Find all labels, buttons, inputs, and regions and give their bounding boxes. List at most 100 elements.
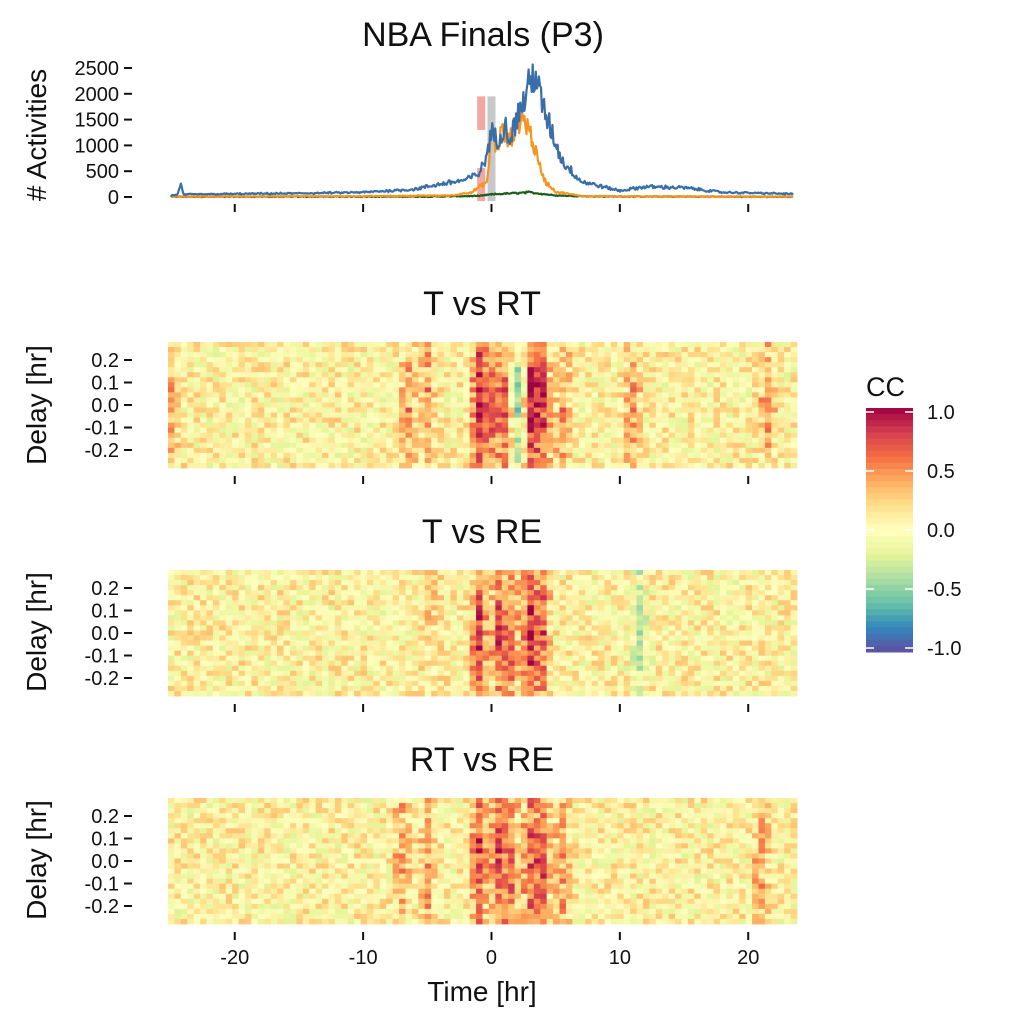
heatmap-cell bbox=[675, 457, 682, 464]
heatmap-cell bbox=[245, 675, 252, 682]
heatmap-cell bbox=[174, 690, 182, 697]
heatmap-cell bbox=[283, 377, 291, 383]
heatmap-cell bbox=[546, 600, 554, 606]
heatmap-cell bbox=[180, 402, 188, 408]
heatmap-cell bbox=[598, 347, 605, 353]
heatmap-cell bbox=[565, 615, 573, 621]
heatmap-cell bbox=[771, 362, 779, 368]
heatmap-cell bbox=[591, 620, 599, 626]
heatmap-cell bbox=[508, 457, 515, 464]
heatmap-cell bbox=[572, 402, 580, 408]
heatmap-cell bbox=[546, 650, 554, 657]
heatmap-cell bbox=[745, 352, 753, 358]
heatmap-cell bbox=[174, 585, 182, 591]
heatmap-cell bbox=[610, 397, 618, 403]
heatmap-cell bbox=[752, 620, 759, 626]
heatmap-cell bbox=[411, 372, 419, 378]
heatmap-cell bbox=[431, 640, 438, 646]
heatmap-cell bbox=[488, 367, 496, 373]
heatmap-cell bbox=[418, 585, 426, 591]
heatmap-cell bbox=[334, 417, 342, 424]
heatmap-cell bbox=[443, 665, 451, 672]
heatmap-cell bbox=[578, 690, 586, 697]
heatmap-cell bbox=[334, 402, 342, 408]
heatmap-cell bbox=[386, 690, 394, 697]
heatmap-cell bbox=[431, 670, 438, 677]
heatmap-cell bbox=[277, 575, 284, 581]
heatmap-cell bbox=[752, 600, 759, 606]
heatmap-cell bbox=[386, 427, 394, 434]
heatmap-cell bbox=[482, 357, 490, 363]
heatmap-cell bbox=[418, 595, 426, 601]
heatmap-cell bbox=[347, 655, 355, 662]
heatmap-cell bbox=[662, 427, 670, 434]
heatmap-cell bbox=[334, 357, 342, 363]
heatmap-cell bbox=[257, 352, 265, 358]
heatmap-cell bbox=[752, 452, 759, 459]
heatmap-cell bbox=[443, 680, 451, 687]
heatmap-cell bbox=[668, 347, 676, 353]
heatmap-cell bbox=[373, 675, 381, 682]
heatmap-cell bbox=[732, 630, 740, 636]
heatmap-cell bbox=[623, 342, 631, 348]
heatmap-cell bbox=[296, 585, 304, 591]
heatmap-cell bbox=[687, 685, 695, 692]
heatmap-cell bbox=[411, 670, 419, 677]
heatmap-cell bbox=[174, 610, 182, 616]
heatmap-cell bbox=[379, 402, 387, 408]
heatmap-cell bbox=[245, 357, 252, 363]
heatmap-cell bbox=[277, 580, 284, 586]
heatmap-cell bbox=[392, 437, 400, 444]
heatmap-cell bbox=[405, 675, 413, 682]
heatmap-cell bbox=[565, 357, 573, 363]
heatmap-cell bbox=[700, 387, 708, 393]
heatmap-cell bbox=[296, 650, 304, 657]
heatmap-cell bbox=[617, 347, 625, 353]
heatmap-cell bbox=[527, 362, 535, 368]
heatmap-cell bbox=[739, 675, 747, 682]
heatmap-cell bbox=[790, 665, 798, 672]
heatmap-cell bbox=[668, 635, 676, 641]
heatmap-cell bbox=[527, 417, 535, 424]
heatmap-cell bbox=[187, 660, 195, 667]
heatmap-cell bbox=[591, 372, 599, 378]
heatmap-cell bbox=[302, 580, 310, 586]
heatmap-cell bbox=[585, 417, 593, 424]
heatmap-cell bbox=[617, 680, 625, 687]
heatmap-cell bbox=[514, 357, 522, 363]
heatmap-cell bbox=[200, 457, 207, 464]
heatmap-cell bbox=[315, 342, 323, 348]
heatmap-cell bbox=[386, 382, 394, 388]
heatmap-cell bbox=[681, 665, 689, 672]
heatmap-cell bbox=[174, 462, 182, 469]
heatmap-cell bbox=[168, 417, 175, 424]
heatmap-cell bbox=[546, 457, 554, 464]
heatmap-cell bbox=[649, 665, 657, 672]
heatmap-cell bbox=[206, 615, 214, 621]
heatmap-cell bbox=[456, 575, 464, 581]
heatmap-cell bbox=[713, 377, 721, 383]
heatmap-cell bbox=[501, 580, 509, 586]
heatmap-cell bbox=[495, 412, 503, 418]
heatmap-cell bbox=[565, 585, 573, 591]
heatmap-cell bbox=[277, 407, 284, 413]
heatmap-cell bbox=[168, 853, 175, 859]
heatmap-cell bbox=[168, 585, 175, 591]
heatmap-cell bbox=[719, 357, 727, 363]
heatmap-cell bbox=[617, 655, 625, 662]
heatmap-cell bbox=[739, 417, 747, 424]
heatmap-cell bbox=[264, 452, 272, 459]
heatmap-cell bbox=[713, 580, 721, 586]
heatmap-cell bbox=[719, 685, 727, 692]
heatmap-cell bbox=[707, 372, 714, 378]
heatmap-cell bbox=[225, 680, 233, 687]
heatmap-cell bbox=[610, 457, 618, 464]
heatmap-cell bbox=[649, 680, 657, 687]
heatmap-cell bbox=[771, 462, 779, 469]
heatmap-cell bbox=[488, 342, 496, 348]
heatmap-cell bbox=[392, 357, 400, 363]
heatmap-cell bbox=[675, 570, 682, 576]
heatmap-cell bbox=[373, 620, 381, 626]
heatmap-cell bbox=[315, 625, 323, 631]
heatmap-cell bbox=[277, 447, 284, 454]
